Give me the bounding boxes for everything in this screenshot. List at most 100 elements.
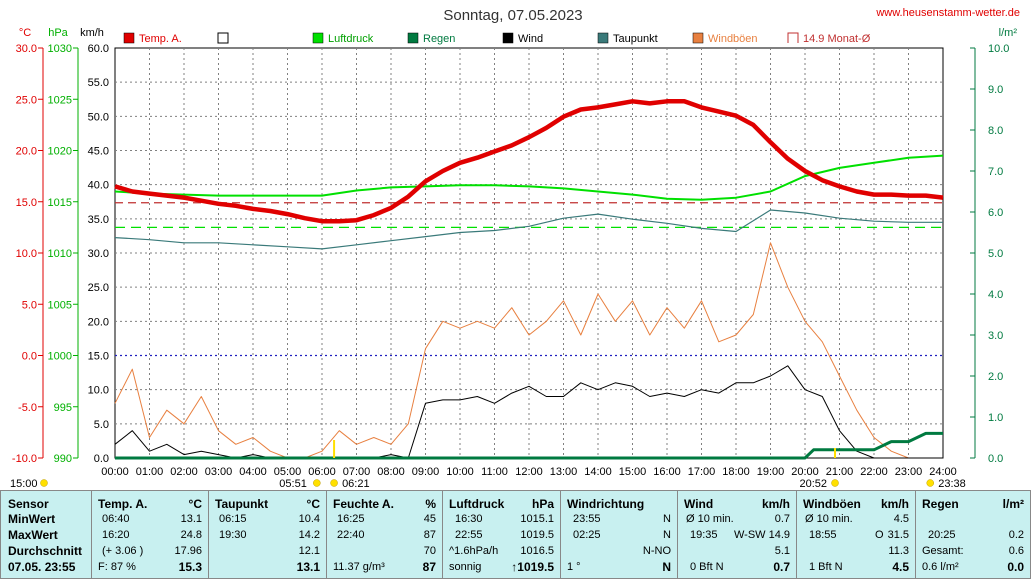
- stats-dew-min: 10.4: [298, 513, 320, 525]
- sun-annotations: 15:00 05:51 06:21 20:52 23:38: [10, 440, 966, 490]
- axes: 30.0 25.0 20.0 15.0 10.0 5.0 0.0 -5.0 -10.0 1030 1…: [12, 43, 1010, 465]
- stats-press-head: Luftdruck: [449, 497, 505, 511]
- gust-line: [114, 242, 943, 459]
- stats-col-gust: Windböen km/h Ø 10 min. 4.5 18:55 O 31.5 11.…: [796, 491, 915, 578]
- chart-title: Sonntag, 07.05.2023: [443, 7, 582, 24]
- stats-hum-max-time: 22:40: [337, 529, 365, 541]
- stats-gust-min-label: Ø 10 min.: [805, 513, 853, 525]
- sun-icon: [40, 479, 48, 487]
- x-tick-label: 21:00: [826, 466, 854, 478]
- stats-press-unit: hPa: [531, 497, 554, 511]
- stats-label-avg: Durchschnitt: [8, 544, 83, 558]
- stats-wind-min: 0.7: [774, 513, 790, 525]
- x-tick-label: 04:00: [239, 466, 267, 478]
- stats-hum-head: Feuchte A.: [333, 497, 394, 511]
- x-tick-label: 23:00: [895, 466, 923, 478]
- x-tick-label: 09:00: [412, 466, 440, 478]
- sun-time-label: 23:38: [938, 478, 966, 490]
- stats-gust-head: Windböen: [803, 497, 861, 511]
- temp-tick-label: 10.0: [16, 248, 37, 260]
- x-tick-label: 16:00: [653, 466, 681, 478]
- kmh-tick-label: 5.0: [94, 419, 109, 431]
- stats-temp-max-time: 16:20: [102, 529, 130, 541]
- temp-tick-label: -10.0: [12, 453, 37, 465]
- legend: Temp. A. Luftdruck Regen Wind Taupunkt Windbö…: [123, 32, 871, 45]
- rain-tick-label: 8.0: [988, 125, 1003, 137]
- x-tick-label: 12:00: [515, 466, 543, 478]
- rain-tick-label: 2.0: [988, 371, 1003, 383]
- dewpoint-line: [114, 209, 943, 250]
- stats-wind-avg: 5.1: [774, 545, 790, 557]
- stats-wind-bft: 0 Bft N: [690, 561, 724, 573]
- legend-swatch: [407, 32, 419, 44]
- x-tick-label: 11:00: [481, 466, 508, 478]
- x-tick-label: 06:00: [308, 466, 336, 478]
- temp-tick-label: 5.0: [22, 299, 37, 311]
- temp-tick-label: -5.0: [18, 402, 37, 414]
- x-tick-label: 19:00: [757, 466, 785, 478]
- stats-wind-min-label: Ø 10 min.: [686, 513, 734, 525]
- stats-col-hum: Feuchte A.% 16:25 45 22:40 87 70 11.37 g/m…: [326, 491, 442, 578]
- rain-tick-label: 7.0: [988, 166, 1003, 178]
- stats-temp-head: Temp. A.: [98, 497, 148, 511]
- stats-wdir-head: Windrichtung: [567, 497, 645, 511]
- rain-tick-label: 6.0: [988, 207, 1003, 219]
- stats-wdir-max-time: 02:25: [573, 529, 601, 541]
- stats-col-rain: Regen l/m² 20:25 0.2 Gesamt: 0.6 0.6 l/m² 0.…: [915, 491, 1030, 578]
- stats-rain-max: 0.2: [1008, 529, 1024, 541]
- kmh-tick-label: 40.0: [88, 180, 109, 192]
- stats-temp-avg: 17.96: [174, 545, 202, 557]
- x-tick-label: 20:00: [791, 466, 819, 478]
- stats-col-temp: Temp. A. °C 06:40 13.1 16:20 24.8 (+ 3.06 )…: [91, 491, 208, 578]
- stats-temp-min-time: 06:40: [102, 513, 130, 525]
- stats-rain-max-time: 20:25: [928, 529, 956, 541]
- stats-press-avg: 1016.5: [520, 545, 554, 557]
- stats-col-wind: Wind km/h Ø 10 min. 0.7 19:35 W-SW 14.9 5.1 …: [677, 491, 796, 578]
- sun-time-label: 05:51: [279, 478, 307, 490]
- stats-press-forecast: sonnig: [449, 561, 482, 573]
- x-tick-label: 05:00: [274, 466, 302, 478]
- stats-gust-avg: 11.3: [888, 545, 909, 557]
- stats-press-trend: ^1.6hPa/h: [449, 545, 499, 557]
- sun-time-label: 20:52: [799, 478, 827, 490]
- stats-col-wdir: Windrichtung 23:55 N 02:25 N N-NO 1 ° N: [560, 491, 677, 578]
- stats-temp-unit: °C: [188, 497, 202, 511]
- rain-tick-label: 1.0: [988, 412, 1003, 424]
- temp-tick-label: 0.0: [22, 351, 37, 363]
- stats-hum-max: 87: [423, 529, 436, 541]
- rain-line: [115, 431, 943, 460]
- unit-hpa: hPa: [48, 27, 68, 39]
- stats-temp-min: 13.1: [180, 513, 202, 525]
- rain-tick-label: 10.0: [988, 43, 1009, 55]
- rain-tick-label: 9.0: [988, 84, 1003, 96]
- kmh-tick-label: 0.0: [94, 453, 109, 465]
- hpa-tick-label: 1005: [48, 299, 72, 311]
- stats-dew-cur: 13.1: [296, 560, 320, 574]
- stats-hum-cur: 87: [422, 560, 436, 574]
- stats-gust-cur: 4.5: [892, 560, 909, 574]
- kmh-tick-label: 45.0: [88, 146, 109, 158]
- stats-rain-cur: 0.0: [1007, 560, 1024, 574]
- legend-label: Temp. A.: [139, 33, 182, 45]
- x-axis: 00:00 01:00 02:00 03:00 04:00 05:00 06:00 07:00…: [101, 466, 957, 478]
- x-tick-label: 22:00: [860, 466, 888, 478]
- temp-tick-label: 25.0: [16, 94, 37, 106]
- stats-temp-cur-detail: F: 87 %: [98, 561, 136, 573]
- kmh-tick-label: 15.0: [88, 351, 109, 363]
- stats-temp-avg-delta: (+ 3.06 ): [102, 545, 144, 557]
- stats-gust-unit: km/h: [880, 497, 909, 511]
- stats-wind-head: Wind: [684, 497, 714, 511]
- hpa-tick-label: 1000: [48, 351, 72, 363]
- stats-wind-max-time: 19:35: [690, 529, 718, 541]
- stats-dew-max: 14.2: [298, 529, 320, 541]
- stats-rain-total: 0.6: [1008, 545, 1024, 557]
- stats-date: 07.05. 23:55: [8, 560, 76, 574]
- kmh-tick-label: 55.0: [88, 77, 109, 89]
- stats-gust-max: 31.5: [887, 529, 909, 541]
- legend-swatch: [123, 32, 135, 44]
- stats-col-press: Luftdruck hPa 16:30 1015.1 22:55 1019.5 ^1.…: [442, 491, 560, 578]
- stats-press-min: 1015.1: [520, 513, 554, 525]
- legend-swatch: [217, 32, 229, 44]
- site-url[interactable]: www.heusenstamm-wetter.de: [875, 7, 1020, 19]
- stats-wdir-avg: N-NO: [642, 545, 671, 557]
